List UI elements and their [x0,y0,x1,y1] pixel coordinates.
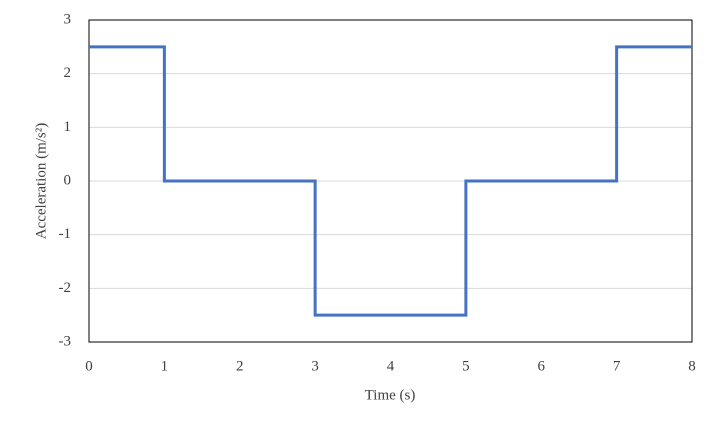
y-tick-label: -3 [59,333,72,349]
x-tick-label: 1 [161,358,169,374]
x-tick-label: 4 [387,358,395,374]
y-tick-label: 1 [64,119,72,135]
x-tick-label: 2 [236,358,244,374]
y-axis-label: Acceleration (m/s²) [33,123,49,240]
x-tick-label: 3 [311,358,319,374]
x-tick-label: 7 [613,358,621,374]
y-tick-label: -2 [59,280,72,296]
y-tick-label: 0 [64,172,72,188]
x-tick-label: 8 [688,358,696,374]
y-tick-label: 2 [64,65,72,81]
y-tick-label: -1 [59,226,72,242]
data-line [89,45,692,317]
x-tick-label: 0 [85,358,93,374]
x-axis-label: Time (s) [365,387,416,403]
plot-frame [88,19,693,343]
x-tick-label: 6 [538,358,546,374]
x-tick-label: 5 [462,358,470,374]
y-tick-label: 3 [64,11,72,27]
